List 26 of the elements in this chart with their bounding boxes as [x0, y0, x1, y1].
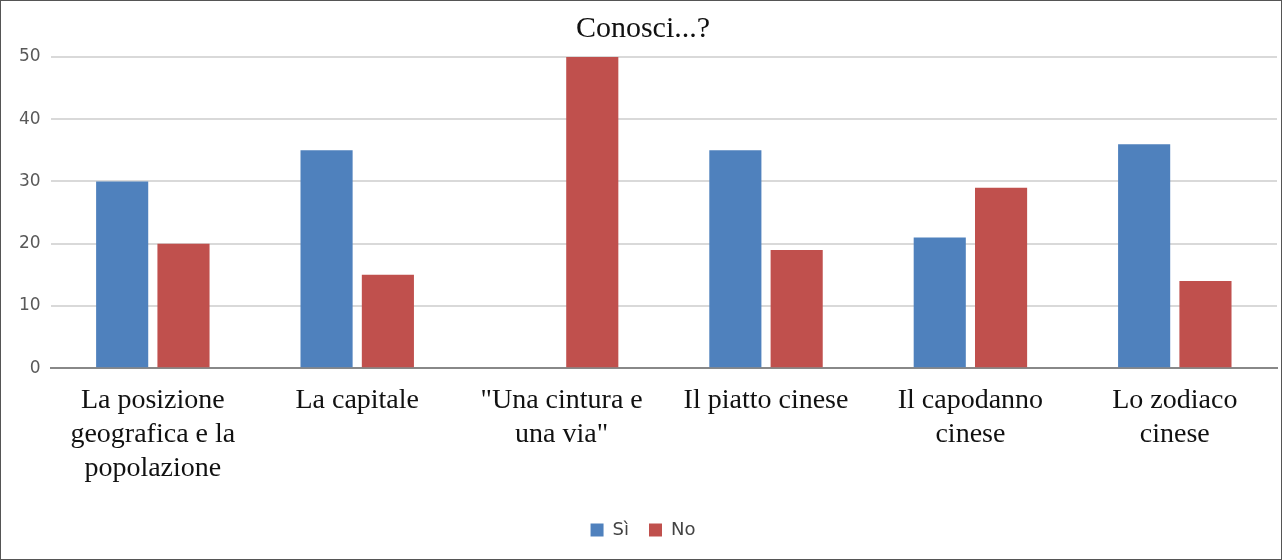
y-tick-label: 0 — [29, 356, 41, 377]
bar — [709, 150, 762, 368]
y-tick-label: 30 — [18, 169, 41, 190]
bar — [1179, 281, 1232, 368]
x-tick-label: La posizione geografica e la popolazione — [70, 383, 236, 482]
bar — [361, 274, 414, 368]
bar — [913, 237, 966, 368]
x-tick-label: Il capodanno cinese — [897, 383, 1044, 448]
x-tick-label: Il piatto cinese — [683, 383, 849, 415]
bar — [770, 249, 823, 368]
y-tick-label: 40 — [18, 107, 41, 128]
legend-label: No — [670, 517, 696, 539]
bar — [157, 243, 210, 368]
x-tick-label: Lo zodiaco cinese — [1112, 383, 1238, 448]
y-tick-label: 10 — [18, 294, 41, 315]
bar — [300, 150, 353, 368]
legend-label: Sì — [612, 517, 629, 539]
bar — [975, 187, 1028, 368]
y-tick-label: 20 — [18, 232, 41, 253]
y-tick-label: 50 — [18, 45, 41, 66]
bar — [1118, 144, 1171, 368]
bar — [566, 57, 619, 368]
bar — [96, 181, 149, 368]
x-tick-label: La capitale — [295, 383, 420, 415]
chart-title: Conosci...? — [575, 9, 711, 43]
x-tick-label: "Una cintura e una via" — [480, 383, 643, 448]
